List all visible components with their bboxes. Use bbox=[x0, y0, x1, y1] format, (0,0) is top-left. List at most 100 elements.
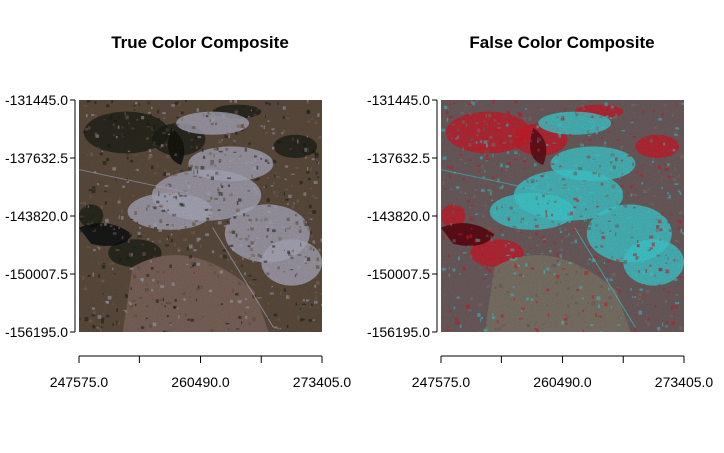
raster-speckle bbox=[611, 157, 615, 161]
raster-speckle bbox=[524, 246, 526, 248]
raster-speckle bbox=[651, 160, 654, 163]
raster-speckle bbox=[649, 164, 653, 166]
raster-speckle bbox=[507, 305, 509, 307]
raster-speckle bbox=[160, 303, 163, 305]
raster-speckle bbox=[636, 256, 640, 259]
raster-speckle bbox=[658, 283, 662, 288]
raster-speckle bbox=[97, 315, 102, 319]
raster-speckle bbox=[286, 117, 290, 120]
raster-speckle bbox=[112, 232, 117, 235]
raster-speckle bbox=[601, 235, 606, 240]
raster-speckle bbox=[581, 297, 584, 300]
raster-speckle bbox=[546, 267, 550, 271]
raster-speckle bbox=[562, 220, 567, 223]
raster-speckle bbox=[127, 122, 130, 125]
raster-speckle bbox=[556, 274, 560, 279]
raster-speckle bbox=[470, 215, 473, 219]
raster-speckle bbox=[89, 303, 93, 305]
raster-speckle bbox=[170, 233, 173, 236]
raster-speckle bbox=[555, 280, 558, 285]
raster-speckle bbox=[165, 128, 169, 132]
raster-speckle bbox=[523, 157, 526, 160]
raster-speckle bbox=[668, 148, 670, 151]
raster-speckle bbox=[180, 170, 184, 172]
raster-speckle bbox=[116, 320, 118, 325]
raster-speckle bbox=[661, 211, 664, 216]
hill-area bbox=[122, 255, 269, 332]
raster-speckle bbox=[631, 103, 636, 106]
raster-speckle bbox=[671, 181, 674, 184]
raster-speckle bbox=[176, 169, 179, 172]
raster-speckle bbox=[638, 270, 640, 273]
raster-speckle bbox=[576, 299, 580, 303]
raster-speckle bbox=[449, 139, 454, 141]
raster-speckle bbox=[263, 186, 266, 188]
raster-speckle bbox=[584, 219, 586, 222]
raster-speckle bbox=[151, 165, 154, 170]
raster-speckle bbox=[451, 210, 455, 215]
raster-speckle bbox=[146, 207, 148, 211]
raster-speckle bbox=[133, 277, 137, 280]
raster-speckle bbox=[612, 214, 614, 216]
raster-speckle bbox=[314, 243, 316, 245]
raster-speckle bbox=[611, 184, 616, 189]
raster-speckle bbox=[267, 210, 271, 214]
raster-speckle bbox=[525, 176, 528, 181]
raster-speckle bbox=[475, 180, 478, 183]
raster-speckle bbox=[495, 129, 500, 132]
raster-speckle bbox=[564, 313, 567, 316]
raster-speckle bbox=[253, 113, 257, 116]
raster-speckle bbox=[481, 152, 483, 156]
raster-speckle bbox=[172, 209, 176, 213]
vegetation-patch bbox=[273, 134, 318, 158]
raster-speckle bbox=[547, 313, 549, 317]
raster-speckle bbox=[299, 180, 303, 185]
raster-speckle bbox=[594, 106, 596, 110]
raster-speckle bbox=[252, 109, 254, 112]
raster-speckle bbox=[485, 113, 488, 118]
raster-speckle bbox=[231, 289, 234, 293]
raster-speckle bbox=[551, 221, 554, 223]
raster-speckle bbox=[314, 196, 318, 200]
true-color-panel: True Color Composite -131445.0-137632.5-… bbox=[5, 33, 351, 390]
raster-speckle bbox=[210, 196, 213, 200]
raster-speckle bbox=[320, 293, 322, 295]
raster-speckle bbox=[200, 166, 205, 170]
raster-speckle bbox=[661, 204, 665, 207]
raster-speckle bbox=[567, 187, 570, 192]
raster-speckle bbox=[596, 296, 601, 301]
raster-speckle bbox=[598, 272, 602, 275]
raster-speckle bbox=[288, 295, 290, 298]
raster-speckle bbox=[160, 285, 165, 288]
raster-speckle bbox=[264, 217, 268, 221]
raster-speckle bbox=[207, 262, 209, 264]
raster-speckle bbox=[525, 324, 527, 329]
raster-speckle bbox=[582, 309, 584, 313]
raster-speckle bbox=[234, 282, 237, 286]
raster-speckle bbox=[681, 176, 683, 178]
raster-speckle bbox=[312, 198, 315, 200]
raster-speckle bbox=[500, 314, 504, 318]
raster-speckle bbox=[102, 161, 107, 165]
raster-speckle bbox=[217, 274, 219, 278]
raster-speckle bbox=[473, 189, 478, 191]
raster-speckle bbox=[455, 203, 460, 207]
raster-speckle bbox=[549, 227, 553, 230]
raster-speckle bbox=[140, 276, 144, 280]
raster-speckle bbox=[675, 127, 679, 130]
raster-speckle bbox=[248, 221, 251, 224]
road bbox=[212, 227, 274, 328]
raster-speckle bbox=[556, 259, 559, 264]
raster-speckle bbox=[615, 127, 617, 130]
raster-speckle bbox=[674, 134, 678, 136]
raster-speckle bbox=[256, 108, 259, 111]
raster-speckle bbox=[602, 321, 606, 325]
raster-speckle bbox=[676, 319, 678, 322]
raster-speckle bbox=[201, 316, 204, 318]
raster-speckle bbox=[298, 319, 301, 321]
raster-speckle bbox=[289, 168, 292, 173]
raster-speckle bbox=[262, 191, 266, 196]
raster-speckle bbox=[542, 238, 546, 241]
raster-speckle bbox=[271, 225, 274, 229]
raster-speckle bbox=[515, 135, 520, 138]
